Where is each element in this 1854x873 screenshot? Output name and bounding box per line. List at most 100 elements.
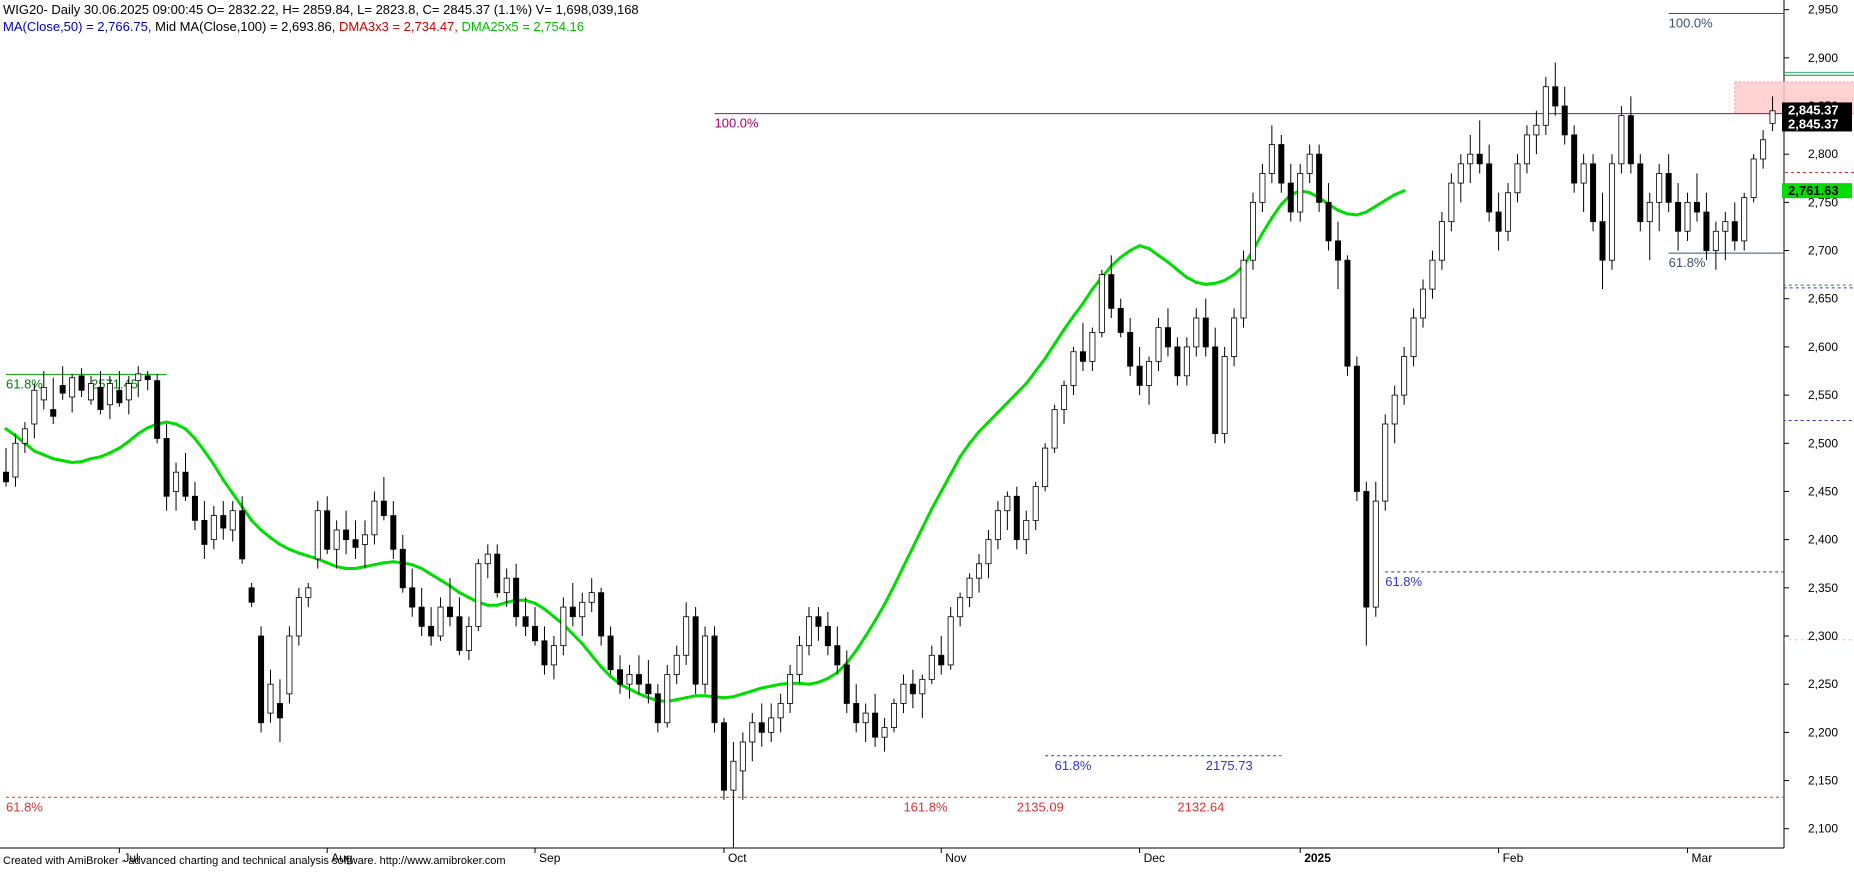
candle-body (1401, 356, 1408, 396)
candle-body (1741, 197, 1748, 242)
dma-point (297, 551, 301, 555)
price-badge-text: 2,845.37 (1788, 116, 1839, 131)
dma-point (901, 565, 906, 569)
candle-body (390, 515, 397, 550)
dma-point (486, 603, 490, 607)
candle-body (154, 380, 161, 439)
candle-body (418, 606, 425, 627)
candle-body (1287, 182, 1294, 213)
candle-body (361, 534, 368, 545)
candle-body (428, 625, 435, 637)
dma-point (1364, 210, 1368, 214)
dma-point (98, 455, 103, 459)
dma-point (920, 526, 924, 530)
dma-point (344, 566, 348, 571)
candle-body (881, 727, 888, 738)
dma-point (429, 572, 433, 576)
candle-body (607, 635, 614, 671)
dma-point (259, 528, 263, 532)
candle-body (749, 722, 756, 743)
dma-point (108, 451, 112, 455)
y-tick-label: 2,700 (1808, 244, 1838, 258)
candle-body (1344, 259, 1351, 367)
y-tick-label: 2,250 (1808, 677, 1838, 691)
dma-point (892, 584, 896, 588)
candle-body (1089, 332, 1096, 362)
dma-point (32, 449, 36, 453)
candle-body (1637, 163, 1644, 223)
y-tick-label: 2,300 (1808, 629, 1838, 643)
dma-point (1175, 268, 1180, 272)
candle-body (739, 741, 746, 772)
candle-body (966, 577, 973, 598)
candle-body (1693, 201, 1700, 213)
candle-body (1608, 163, 1615, 261)
price-badge-bg (1782, 116, 1852, 132)
candle-body (598, 592, 605, 637)
candle-body (1306, 153, 1313, 174)
candle-body (1061, 385, 1068, 410)
dma-point (1383, 198, 1387, 203)
dma-point (741, 692, 745, 696)
y-tick-label: 2,800 (1808, 147, 1838, 161)
candle-body (1448, 182, 1455, 223)
dma-point (873, 618, 877, 623)
dma-point (882, 602, 887, 606)
dma-point (542, 607, 547, 611)
candle-body (182, 471, 189, 497)
fib-level-label: 61.8% (6, 376, 43, 391)
dma-point (694, 694, 698, 698)
candle-body (1703, 211, 1710, 251)
candle-body (541, 640, 548, 666)
candle-body (673, 654, 680, 675)
dma-point (382, 561, 386, 565)
candle-body (1618, 115, 1625, 165)
dma-point (949, 472, 953, 476)
x-tick-label: Dec (1144, 851, 1165, 865)
fib-level-label: 2132.64 (1177, 799, 1224, 814)
candle-body (276, 703, 283, 719)
dma-point (1062, 327, 1066, 332)
candle-body (1420, 288, 1427, 319)
candle-body (588, 592, 595, 603)
dma-point (977, 430, 981, 434)
candle-body (1070, 351, 1077, 386)
candle-body (1722, 221, 1729, 232)
y-tick-label: 2,600 (1808, 340, 1838, 354)
candle-body (635, 674, 642, 685)
legend-item: MA(Close,50) = 2,766.75, (3, 19, 155, 34)
candle-body (1760, 139, 1767, 160)
candle-body (352, 539, 359, 548)
dma-point (146, 426, 150, 430)
candle-body (210, 515, 217, 541)
dma-point (193, 436, 197, 441)
candle-body (1438, 221, 1445, 261)
candle-body (447, 606, 453, 618)
candlesticks (3, 62, 1776, 848)
x-tick-label: Sep (539, 851, 561, 865)
dma-point (306, 554, 310, 558)
dma-point (457, 591, 462, 595)
y-tick-label: 2,950 (1808, 3, 1838, 17)
candle-body (465, 625, 472, 651)
dma-point (1071, 314, 1076, 318)
candle-body (692, 616, 699, 685)
candle-body (1495, 211, 1502, 232)
candle-body (645, 683, 652, 695)
candle-body (409, 587, 416, 608)
candle-body (862, 712, 869, 724)
candle-body (456, 616, 463, 651)
y-tick-label: 2,650 (1808, 292, 1838, 306)
dma-point (930, 507, 934, 511)
candle-body (569, 606, 576, 618)
candle-body (872, 712, 879, 738)
candle-body (1259, 173, 1266, 203)
candle-body (40, 386, 47, 401)
candle-body (1013, 495, 1020, 541)
candle-body (229, 510, 236, 531)
indicator-legend: MA(Close,50) = 2,766.75, Mid MA(Close,10… (3, 19, 584, 34)
x-tick-label: Oct (728, 851, 747, 865)
candle-body (220, 515, 227, 529)
y-tick-label: 2,550 (1808, 388, 1838, 402)
dma-point (420, 566, 424, 571)
